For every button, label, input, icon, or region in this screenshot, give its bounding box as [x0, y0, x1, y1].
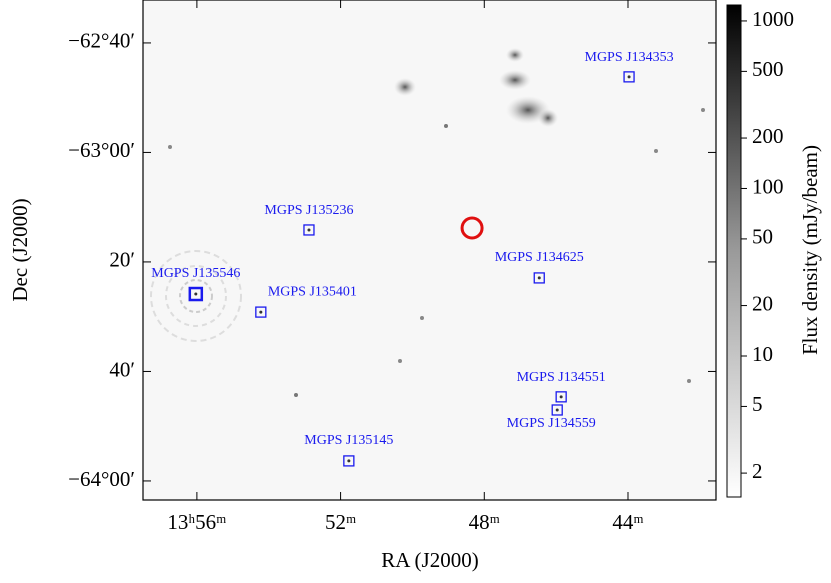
- source-box: [623, 71, 635, 83]
- colorbar-tick-label: 50: [752, 225, 773, 249]
- colorbar-tick-label: 200: [752, 124, 784, 148]
- y-axis-label: Dec (J2000): [8, 198, 32, 301]
- x-tick-label: 52ᵐ: [325, 510, 356, 534]
- y-tick-label: −62°40′: [68, 29, 135, 53]
- source-label: MGPS J135546: [151, 266, 240, 281]
- x-tick-label: 44ᵐ: [612, 510, 643, 534]
- source-box: [533, 272, 545, 284]
- y-tick-label: 40′: [109, 357, 135, 381]
- source-box: [255, 306, 267, 318]
- y-tick-label: −63°00′: [68, 138, 135, 162]
- colorbar-tick-label: 100: [752, 174, 784, 198]
- colorbar-tick-label: 5: [752, 392, 763, 416]
- sky-image: [143, 0, 716, 500]
- source-label: MGPS J134551: [517, 370, 606, 385]
- colorbar-tick-label: 10: [752, 342, 773, 366]
- source-label: MGPS J134353: [585, 50, 674, 65]
- plot-frame: [142, 0, 717, 501]
- source-dot: [194, 292, 198, 296]
- source-label: MGPS J134625: [495, 250, 584, 265]
- x-tick-label: 13ʰ56ᵐ: [167, 510, 226, 534]
- colorbar-tick-label: 2: [752, 459, 763, 483]
- source-box: [551, 404, 563, 416]
- source-dot: [559, 395, 563, 399]
- source-label: MGPS J135401: [268, 284, 357, 299]
- colorbar-tick-label: 500: [752, 57, 784, 81]
- colorbar-tick-label: 20: [752, 291, 773, 315]
- y-tick-label: 20′: [109, 248, 135, 272]
- source-label: MGPS J135145: [304, 433, 393, 448]
- source-dot: [347, 459, 351, 463]
- source-label: MGPS J134559: [507, 416, 596, 431]
- target-circle: [460, 216, 484, 240]
- source-label: MGPS J135236: [264, 203, 353, 218]
- x-tick-label: 48ᵐ: [469, 510, 500, 534]
- source-dot: [537, 276, 541, 280]
- source-box: [343, 455, 355, 467]
- source-dot: [627, 75, 631, 79]
- x-axis-label: RA (J2000): [381, 548, 478, 572]
- colorbar-label: Flux density (mJy/beam): [798, 145, 822, 355]
- y-tick-label: −64°00′: [68, 467, 135, 491]
- colorbar-tick-label: 1000: [752, 7, 794, 31]
- source-box: [188, 286, 204, 302]
- source-box: [555, 391, 567, 403]
- colorbar: [726, 4, 742, 498]
- source-dot: [555, 408, 559, 412]
- source-dot: [259, 310, 263, 314]
- source-box: [303, 224, 315, 236]
- source-dot: [307, 228, 311, 232]
